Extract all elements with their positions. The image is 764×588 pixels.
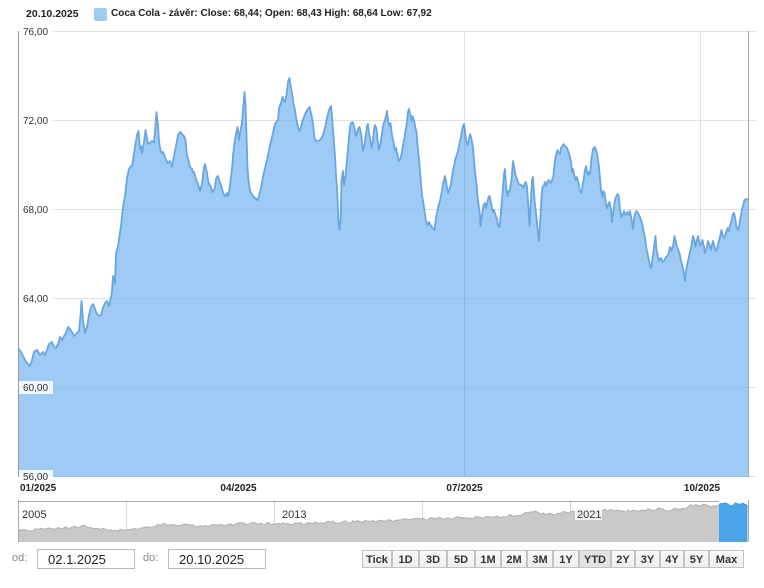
svg-text:10/2025: 10/2025: [684, 483, 721, 494]
svg-text:56,00: 56,00: [23, 472, 48, 483]
svg-text:60,00: 60,00: [23, 383, 48, 394]
svg-text:68,00: 68,00: [23, 205, 48, 216]
svg-text:07/2025: 07/2025: [446, 483, 483, 494]
svg-text:72,00: 72,00: [23, 116, 48, 127]
svg-text:2005: 2005: [22, 509, 46, 521]
svg-text:64,00: 64,00: [23, 294, 48, 305]
svg-text:04/2025: 04/2025: [220, 483, 257, 494]
svg-text:01/2025: 01/2025: [20, 483, 57, 494]
svg-text:76,00: 76,00: [23, 27, 48, 38]
svg-text:2021: 2021: [577, 509, 601, 521]
svg-text:2013: 2013: [282, 509, 306, 521]
